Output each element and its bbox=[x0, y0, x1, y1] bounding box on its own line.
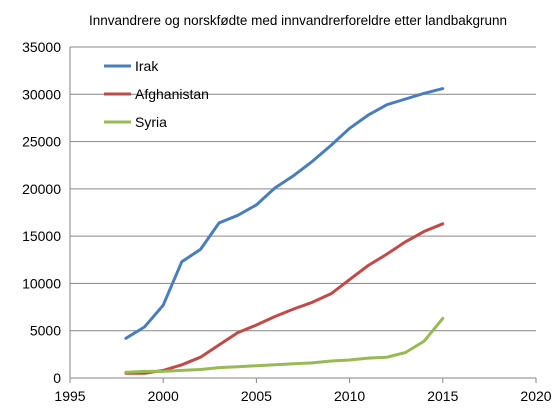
legend-label-irak: Irak bbox=[135, 58, 159, 74]
y-axis-tick-labels: 0 5000 10000 15000 20000 25000 30000 35000 bbox=[22, 39, 61, 386]
x-tick-label: 2000 bbox=[148, 388, 179, 404]
legend: Irak Afghanistan Syria bbox=[104, 58, 209, 130]
series-line-irak bbox=[124, 87, 445, 340]
y-tick-label: 5000 bbox=[30, 323, 61, 339]
y-tick-label: 10000 bbox=[22, 275, 61, 291]
gridlines bbox=[70, 46, 536, 332]
chart-title: Innvandrere og norskfødte med innvandrer… bbox=[89, 13, 507, 28]
y-tick-label: 20000 bbox=[22, 181, 61, 197]
legend-label-afghanistan: Afghanistan bbox=[135, 86, 209, 102]
y-tick-label: 15000 bbox=[22, 228, 61, 244]
series-line-syria bbox=[124, 316, 445, 374]
legend-label-syria: Syria bbox=[135, 114, 167, 130]
x-tick-label: 1995 bbox=[54, 388, 85, 404]
y-tick-label: 25000 bbox=[22, 134, 61, 150]
series-lines bbox=[124, 87, 445, 375]
x-tick-label: 2020 bbox=[520, 388, 551, 404]
y-tick-label: 35000 bbox=[22, 39, 61, 55]
x-tick-label: 2005 bbox=[241, 388, 272, 404]
series-line-afghanistan bbox=[124, 222, 445, 375]
axes bbox=[69, 47, 537, 383]
y-tick-label: 30000 bbox=[22, 86, 61, 102]
x-tick-label: 2010 bbox=[334, 388, 365, 404]
y-tick-label: 0 bbox=[53, 370, 61, 386]
x-tick-label: 2015 bbox=[427, 388, 458, 404]
x-axis-tick-labels: 1995 2000 2005 2010 2015 2020 bbox=[54, 388, 551, 404]
